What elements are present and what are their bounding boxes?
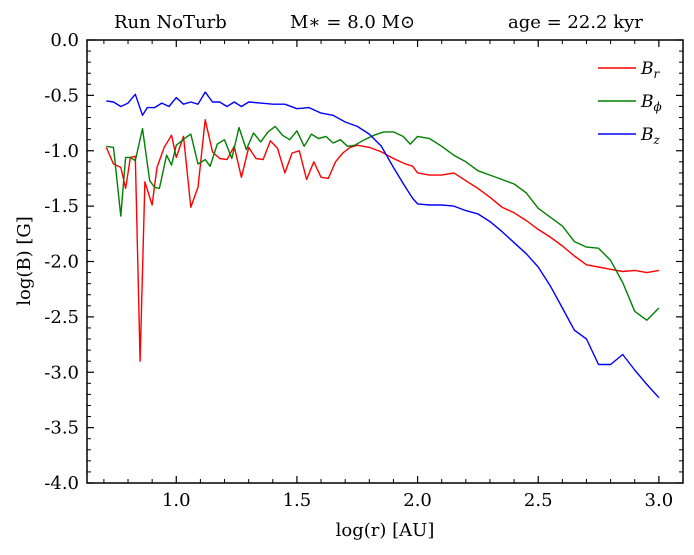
axis-ticks [87,39,684,484]
legend-item: Bz [598,125,661,147]
y-tick-labels: 0.0 -0.5 -1.0 -1.5 -2.0 -2.5 -3.0 -3.5 -4.0 [44,30,79,494]
series-line-b-phi [106,125,660,321]
y-tick-label: -0.5 [44,85,79,106]
y-tick-label: -3.0 [44,362,79,383]
title-mass: M∗ = 8.0 M⊙ [290,12,415,33]
legend-label: Br [640,59,661,81]
title-age: age = 22.2 kyr [508,12,643,33]
y-tick-label: -2.5 [44,307,79,328]
series-line-b-r [105,118,660,362]
x-tick-label: 2.5 [524,490,553,511]
y-tick-label: -2.0 [44,252,79,273]
x-tick-label: 1.5 [283,490,312,511]
legend-item: Br [598,59,661,81]
title-run: Run NoTurb [114,12,227,33]
legend: Br Bϕ Bz [598,59,662,147]
y-tick-label: -1.5 [44,196,79,217]
x-axis-label: log(r) [AU] [336,520,435,541]
y-tick-label: -1.0 [44,141,79,162]
x-tick-label: 3.0 [645,490,674,511]
y-tick-label: -4.0 [44,473,79,494]
legend-label: Bϕ [640,92,662,114]
plot-frame [86,39,684,484]
x-tick-labels: 1.0 1.5 2.0 2.5 3.0 [162,490,673,511]
x-tick-label: 1.0 [162,490,191,511]
series-lines [105,91,660,399]
legend-label: Bz [640,125,661,147]
series-line-b-z [106,91,660,399]
x-tick-label: 2.0 [403,490,432,511]
chart-title: Run NoTurb M∗ = 8.0 M⊙ age = 22.2 kyr [114,12,643,33]
legend-item: Bϕ [598,92,662,114]
y-tick-label: 0.0 [50,30,79,51]
y-tick-label: -3.5 [44,418,79,439]
y-axis-label: log(B) [G] [14,216,35,306]
